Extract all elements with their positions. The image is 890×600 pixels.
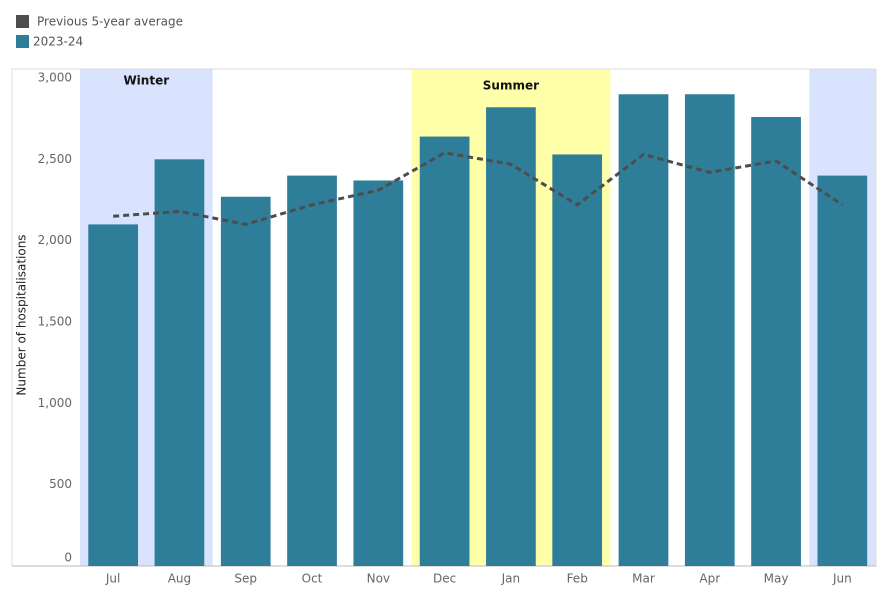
bar bbox=[552, 154, 603, 566]
x-tick-label: Jan bbox=[501, 572, 521, 586]
y-tick-label: 3,000 bbox=[38, 71, 72, 85]
bar bbox=[154, 159, 205, 567]
x-tick-label: Feb bbox=[567, 572, 588, 586]
legend-label: Previous 5-year average bbox=[37, 15, 183, 29]
x-tick-label: Mar bbox=[632, 572, 655, 586]
line bbox=[113, 151, 844, 226]
x-tick-label: Oct bbox=[302, 572, 323, 586]
y-tick-label: 2,000 bbox=[38, 233, 72, 247]
bar bbox=[287, 175, 337, 566]
y-tick-label: 0 bbox=[64, 551, 72, 565]
bar bbox=[88, 224, 139, 566]
bar bbox=[751, 117, 801, 566]
x-tick-label: Apr bbox=[699, 572, 720, 586]
bar bbox=[618, 94, 669, 567]
bar bbox=[817, 175, 868, 566]
x-tick-label: Jul bbox=[105, 572, 120, 586]
x-tick-label: Dec bbox=[433, 572, 456, 586]
legend-swatch bbox=[16, 15, 29, 28]
y-tick-label: 1,000 bbox=[38, 396, 72, 410]
y-tick-label: 500 bbox=[49, 477, 72, 491]
x-tick-label: Jun bbox=[832, 572, 852, 586]
bar bbox=[486, 107, 536, 566]
bar bbox=[220, 196, 271, 566]
x-tick-label: Aug bbox=[168, 572, 191, 586]
y-axis-title: Number of hospitalisations bbox=[15, 234, 29, 395]
x-tick-label: May bbox=[764, 572, 789, 586]
y-tick-label: 2,500 bbox=[38, 152, 72, 166]
legend-label: 2023-24 bbox=[33, 35, 83, 49]
bar bbox=[419, 136, 470, 566]
x-tick-label: Nov bbox=[367, 572, 390, 586]
season-label: Summer bbox=[483, 79, 539, 93]
y-tick-label: 1,500 bbox=[38, 315, 72, 329]
season-label: Winter bbox=[123, 74, 169, 88]
legend-swatch bbox=[16, 35, 29, 48]
x-tick-label: Sep bbox=[234, 572, 257, 586]
bar bbox=[353, 180, 404, 567]
bar bbox=[684, 94, 735, 567]
